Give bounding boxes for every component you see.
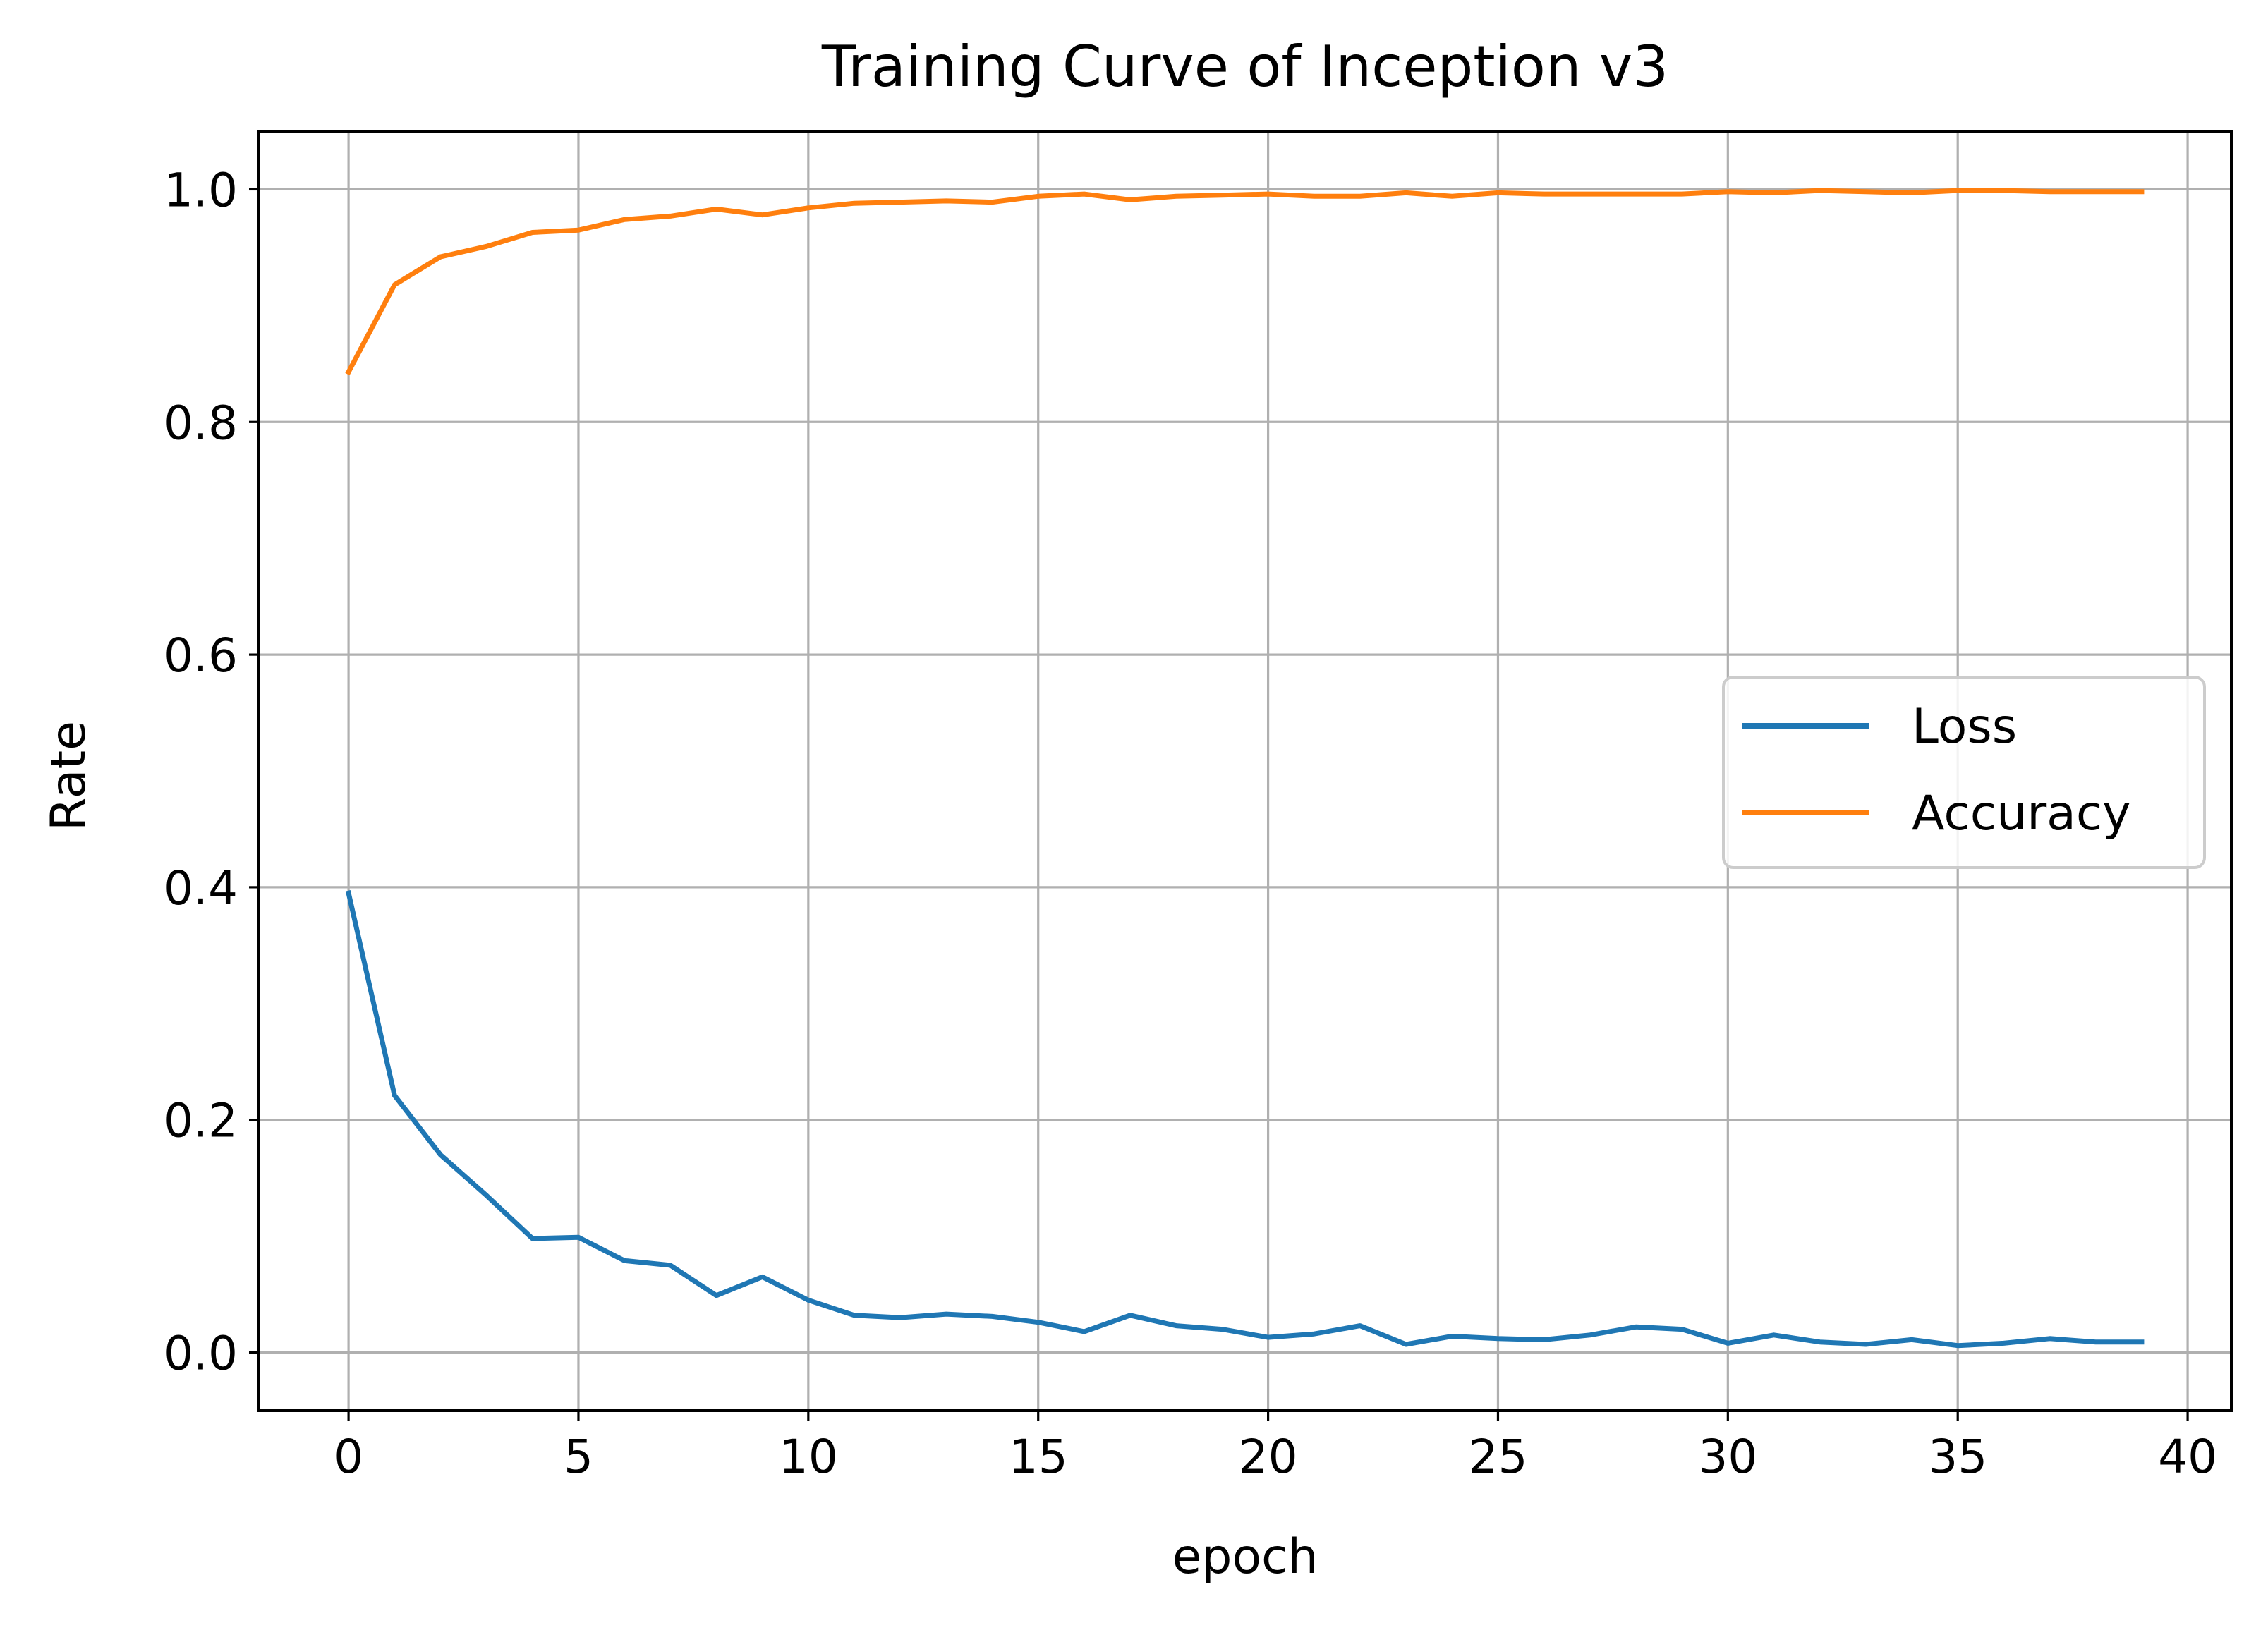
series-lines [345,188,2145,1349]
x-axis-label: epoch [1172,1529,1318,1585]
x-tick-label: 5 [564,1430,593,1484]
legend-label-accuracy: Accuracy [1912,786,2130,841]
y-tick-label: 0.0 [164,1327,238,1381]
y-tick-label: 0.2 [164,1094,238,1148]
x-tick-label: 25 [1468,1430,1527,1484]
legend: Loss Accuracy [1722,676,2206,869]
axis-ticks: 0 5 10 15 20 25 30 35 40 0.0 0.2 0.4 0.6 0.8 1.0 [164,163,2217,1484]
series-line-accuracy [345,188,2145,376]
x-tick-label: 20 [1239,1430,1298,1484]
series-line-loss [345,890,2145,1349]
x-tick-label: 40 [2158,1430,2217,1484]
x-tick-label: 0 [334,1430,363,1484]
x-tick-label: 10 [779,1430,838,1484]
legend-label-loss: Loss [1912,699,2017,755]
y-tick-label: 0.8 [164,396,238,450]
y-tick-label: 1.0 [164,163,238,217]
y-tick-label: 0.4 [164,861,238,916]
plot-frame [257,130,2233,1412]
y-axis-label: Rate [41,721,97,831]
x-tick-label: 15 [1009,1430,1068,1484]
grid-lines [259,131,2231,1411]
chart-title: Training Curve of Inception v3 [821,34,1668,99]
x-tick-label: 30 [1698,1430,1757,1484]
y-tick-label: 0.6 [164,628,238,683]
x-tick-label: 35 [1928,1430,1987,1484]
